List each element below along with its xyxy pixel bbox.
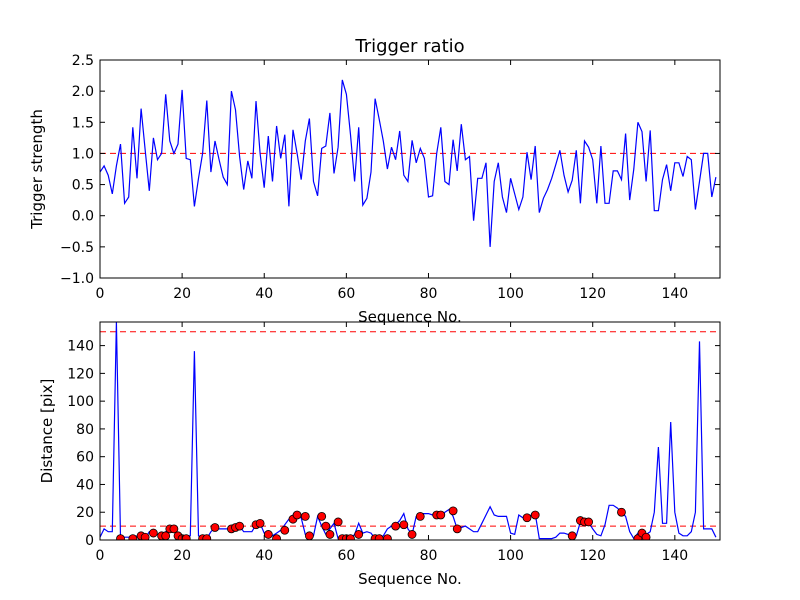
top-x-tick-label: 60 <box>337 286 355 302</box>
bot-data-point <box>399 520 409 530</box>
bot-y-tick-label: 100 <box>67 394 94 410</box>
top-x-tick-label: 0 <box>96 286 105 302</box>
bot-data-point <box>391 521 401 531</box>
bot-data-point <box>263 530 273 539</box>
bot-y-tick-label: 0 <box>85 533 94 549</box>
bot-data-point <box>202 534 212 540</box>
top-x-tick-label: 40 <box>255 286 273 302</box>
top-x-tick-label: 80 <box>420 286 438 302</box>
bot-y-tick-label: 120 <box>67 366 94 382</box>
bot-data-point <box>567 531 577 540</box>
bot-data-point <box>128 534 138 540</box>
bot-data-point <box>407 530 417 539</box>
bot-data-point <box>383 534 392 540</box>
bottom-x-axis-label: Sequence No. <box>358 570 462 588</box>
bot-x-tick-label: 120 <box>579 548 606 564</box>
top-y-tick-label: −1.0 <box>60 271 94 287</box>
bot-data-point <box>140 532 150 540</box>
bottom-y-axis-label: Distance [pix] <box>38 379 56 484</box>
bot-data-point <box>448 506 458 516</box>
bot-data-point <box>584 517 594 527</box>
top-y-tick-label: 1.0 <box>72 146 94 162</box>
bot-data-point <box>530 510 540 520</box>
top-plot-frame <box>99 59 721 279</box>
top-x-tick-label: 140 <box>661 286 688 302</box>
top-chart-title: Trigger ratio <box>354 36 464 57</box>
bot-x-tick-label: 140 <box>661 548 688 564</box>
bot-y-tick-label: 60 <box>76 450 94 466</box>
bot-data-point <box>210 523 220 532</box>
bot-x-tick-label: 20 <box>173 548 191 564</box>
bot-y-tick-label: 20 <box>76 505 94 521</box>
bot-data-point <box>235 521 245 531</box>
bot-data-point <box>321 521 331 531</box>
top-y-tick-label: 0.0 <box>72 209 94 225</box>
bot-x-tick-label: 80 <box>420 548 438 564</box>
top-x-tick-label: 100 <box>497 286 524 302</box>
bot-y-tick-label: 40 <box>76 477 94 493</box>
top-y-tick-label: 2.0 <box>72 84 94 100</box>
top-y-tick-label: −0.5 <box>60 240 94 256</box>
bot-y-tick-label: 80 <box>76 422 94 438</box>
top-y-axis-label: Trigger strength <box>28 109 46 230</box>
bot-x-tick-label: 100 <box>497 548 524 564</box>
bot-data-point <box>333 517 343 527</box>
top-chart: Trigger ratio 0 20 40 60 80 100 120 140 −1.0 −0.5… <box>28 36 721 326</box>
bot-data-point <box>436 510 446 520</box>
bot-data-point <box>292 510 302 520</box>
top-y-tick-label: 0.5 <box>72 178 94 194</box>
bot-data-point <box>617 507 626 517</box>
bot-data-point <box>272 534 281 540</box>
bot-data-point <box>300 511 310 521</box>
top-x-tick-label: 120 <box>579 286 606 302</box>
bot-x-tick-label: 0 <box>96 548 105 564</box>
bot-data-point <box>116 534 125 540</box>
bottom-chart: 0 20 40 60 80 100 120 140 0 20 40 60 80 100 120 140 Seq… <box>38 321 721 588</box>
bot-x-tick-label: 60 <box>337 548 355 564</box>
top-x-axis-label: Sequence No. <box>358 308 462 326</box>
bot-data-point <box>169 524 179 534</box>
bot-data-point <box>354 530 364 539</box>
bot-data-point <box>280 525 290 535</box>
bot-data-point <box>255 518 265 528</box>
bot-data-point <box>317 511 327 521</box>
bot-x-tick-label: 40 <box>255 548 273 564</box>
bot-data-point <box>148 528 158 538</box>
bot-data-point <box>452 524 462 534</box>
bot-data-point <box>641 532 651 540</box>
bot-data-point <box>415 511 425 521</box>
bot-data-point <box>522 513 532 523</box>
top-y-tick-label: 2.5 <box>72 53 94 69</box>
top-y-tick-label: 1.5 <box>72 115 94 131</box>
bot-data-point <box>305 531 314 540</box>
bot-y-tick-label: 140 <box>67 339 94 355</box>
bot-data-point <box>325 530 335 539</box>
bottom-plot-frame <box>99 321 721 541</box>
top-x-tick-label: 20 <box>173 286 191 302</box>
top-series-line <box>100 79 717 247</box>
